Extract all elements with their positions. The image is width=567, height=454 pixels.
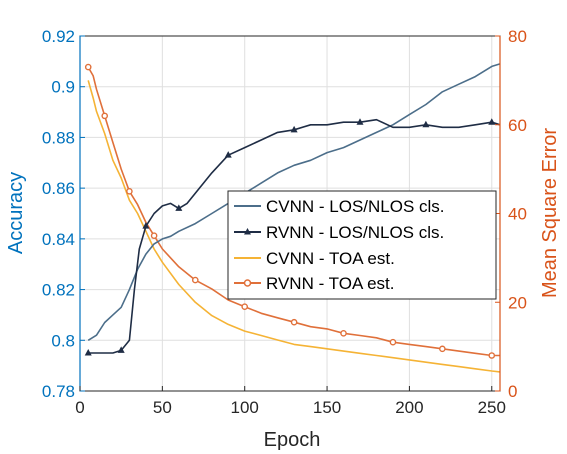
series-2-line: [87, 80, 501, 373]
legend-entry-rvnn-toa: RVNN - TOA est.: [234, 274, 395, 293]
series-1: [84, 118, 501, 356]
legend-marker-rvnn-cls: [244, 228, 251, 235]
series-3-point: [290, 318, 298, 326]
series-1-point: [84, 348, 92, 356]
left-axis-label: Accuracy: [5, 172, 27, 254]
series-3-point: [101, 112, 109, 120]
x-tick-label: 150: [313, 398, 341, 417]
right-tick-label: 80: [508, 27, 527, 46]
series-3-line: [87, 66, 500, 357]
left-axis: 0.78 0.8 0.82 0.84 0.86 0.88 0.9 0.92: [42, 27, 85, 401]
series-1-point: [290, 125, 298, 133]
x-tick-label: 0: [75, 398, 84, 417]
series-1-point: [224, 151, 232, 158]
left-tick-label: 0.84: [42, 230, 75, 249]
left-tick-label: 0.92: [42, 27, 75, 46]
series-3-point: [84, 63, 92, 71]
series-0-line: [87, 63, 501, 341]
x-axis-label: Epoch: [264, 429, 321, 451]
right-tick-label: 20: [508, 293, 527, 312]
legend-entry-cvnn-cls: CVNN - LOS/NLOS cls.: [234, 197, 445, 216]
left-tick-label: 0.86: [42, 179, 75, 198]
series-1-point: [117, 346, 125, 353]
left-tick-label: 0.78: [42, 382, 75, 401]
series-1-point: [422, 120, 430, 128]
legend-box: [227, 190, 497, 300]
series-3-point: [488, 352, 496, 359]
legend-entry-rvnn-cls: RVNN - LOS/NLOS cls.: [234, 223, 444, 242]
series-3-point: [439, 345, 446, 353]
series-3-point: [191, 276, 199, 284]
right-tick-label: 60: [508, 116, 527, 135]
series-group: [84, 63, 501, 373]
right-axis-label: Mean Square Error: [539, 128, 561, 298]
x-tick-label: 250: [478, 398, 506, 417]
legend-label-cvnn-cls: CVNN - LOS/NLOS cls.: [266, 197, 445, 216]
series-1-point: [488, 118, 496, 125]
series-1-point: [175, 204, 183, 211]
right-axis: 0 20 40 60 80: [495, 27, 527, 401]
series-3: [84, 63, 500, 359]
x-tick-label: 200: [395, 398, 423, 417]
legend-marker-rvnn-toa: [243, 279, 252, 287]
left-tick-label: 0.88: [42, 128, 75, 147]
legend-entry-cvnn-toa: CVNN - TOA est.: [234, 249, 395, 268]
series-1-point: [356, 118, 364, 125]
series-3-point: [150, 232, 158, 239]
right-tick-label: 0: [508, 382, 517, 401]
legend: CVNN - LOS/NLOS cls. RVNN - LOS/NLOS cls…: [227, 190, 497, 300]
x-tick-label: 100: [231, 398, 259, 417]
series-2: [87, 80, 501, 373]
left-tick-label: 0.82: [42, 281, 75, 300]
right-tick-label: 40: [508, 205, 527, 224]
series-3-point: [241, 303, 249, 310]
series-3-point: [340, 330, 347, 337]
left-tick-label: 0.9: [51, 78, 75, 97]
series-1-point: [142, 222, 150, 229]
legend-label-rvnn-toa: RVNN - TOA est.: [266, 274, 395, 293]
left-tick-label: 0.8: [51, 331, 75, 350]
series-0: [87, 63, 501, 341]
legend-label-rvnn-cls: RVNN - LOS/NLOS cls.: [266, 223, 444, 242]
series-1-line: [88, 118, 501, 354]
x-axis: 0 50 100 150 200 250: [75, 386, 506, 417]
series-3-point: [389, 338, 397, 346]
x-tick-label: 50: [153, 398, 172, 417]
legend-label-cvnn-toa: CVNN - TOA est.: [266, 249, 395, 268]
series-3-point: [126, 188, 133, 195]
